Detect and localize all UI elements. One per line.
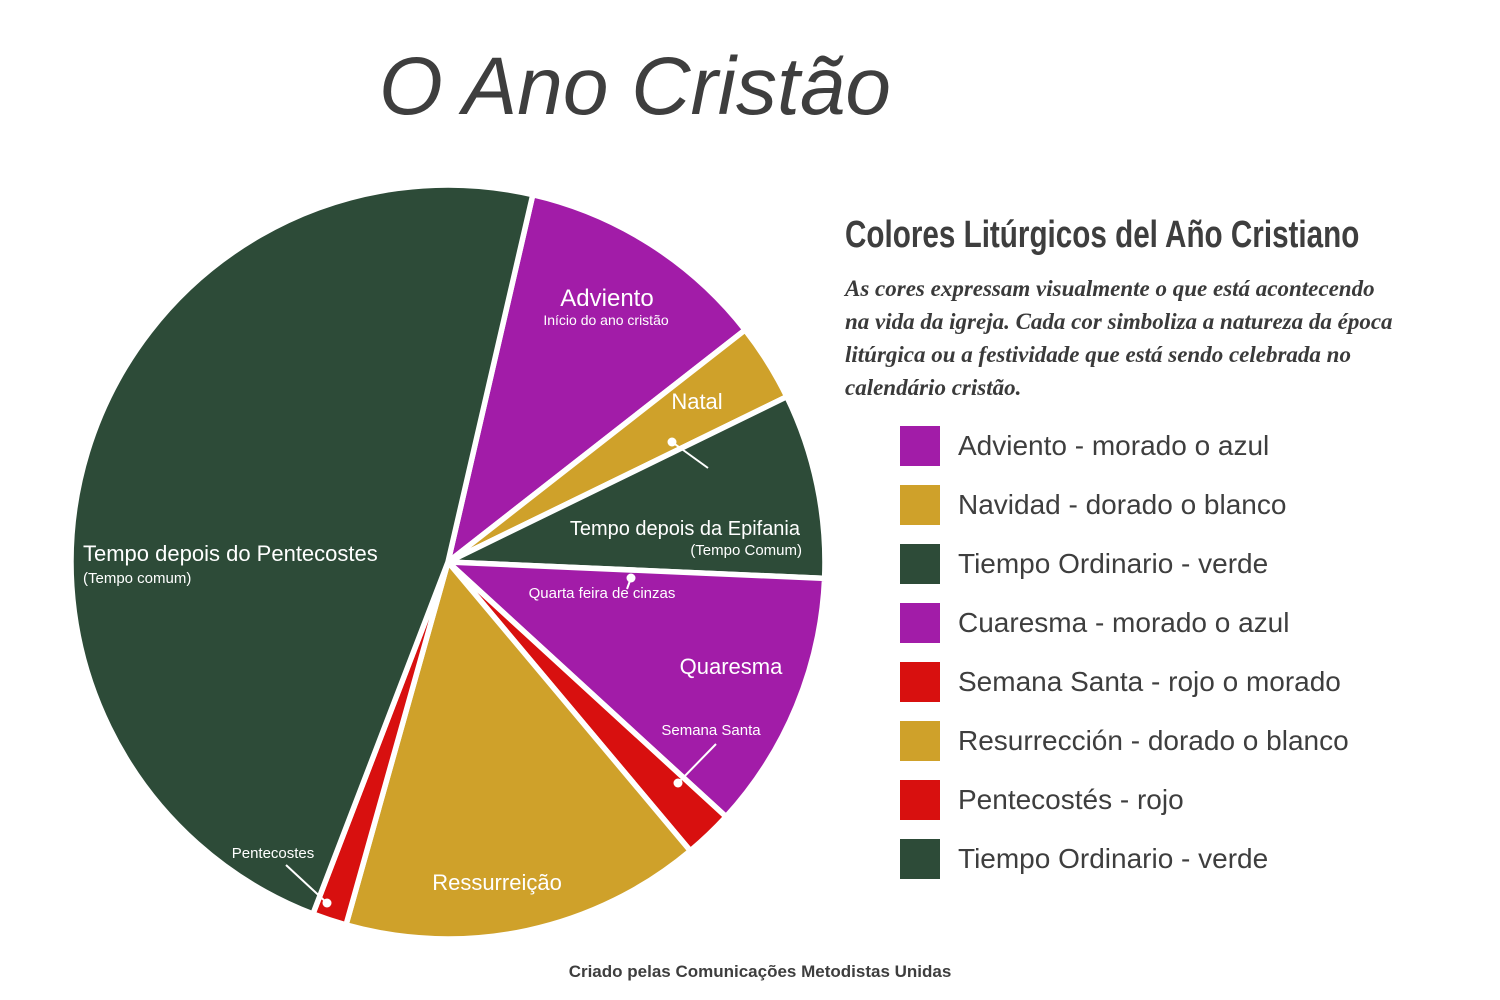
legend-label: Cuaresma - morado o azul [958, 607, 1290, 638]
legend-label: Semana Santa - rojo o morado [958, 666, 1341, 697]
legend-item-adviento: Adviento - morado o azul [900, 426, 1349, 466]
quarta-feira-de-cinzas-marker-dot [626, 573, 636, 583]
legend-description: As cores expressam visualmente o que est… [845, 272, 1485, 404]
legend-item-resurreccion: Resurrección - dorado o blanco [900, 721, 1349, 761]
page-title: O Ano Cristão [379, 41, 891, 132]
pie-segment-tempo-depois-do-pentecostes [68, 182, 537, 918]
pie-segment-quaresma [440, 558, 828, 821]
legend-swatch-tiempo-ordinario-2 [900, 839, 940, 879]
natal-pin-marker-dot [667, 437, 677, 447]
legend-heading: Colores Litúrgicos del Año Cristiano [845, 214, 1495, 257]
pentecostes-pin-leader-line [285, 864, 328, 904]
legend-label: Navidad - dorado o blanco [958, 489, 1287, 520]
legend-item-tiempo-ordinario-1: Tiempo Ordinario - verde [900, 544, 1349, 584]
legend-label: Adviento - morado o azul [958, 430, 1270, 461]
semana-santa-pin-marker-dot [673, 778, 683, 788]
legend-description-line: na vida da igreja. Cada cor simboliza a … [845, 309, 1393, 334]
legend-item-cuaresma: Cuaresma - morado o azul [900, 603, 1349, 643]
legend-swatch-semana-santa [900, 662, 940, 702]
legend-label: Pentecostés - rojo [958, 784, 1184, 815]
natal-pin-leader-line [671, 441, 709, 469]
legend-label: Resurrección - dorado o blanco [958, 725, 1349, 756]
pie-segment-ressurreicao [342, 556, 695, 942]
legend-item-navidad: Navidad - dorado o blanco [900, 485, 1349, 525]
pie-segment-tempo-depois-da-epifania [446, 393, 828, 582]
pentecostes-pin-marker-dot [322, 898, 332, 908]
legend-swatch-cuaresma [900, 603, 940, 643]
legend-swatch-resurreccion [900, 721, 940, 761]
credit-line: Criado pelas Comunicações Metodistas Uni… [568, 962, 952, 981]
legend-swatch-pentecostes [900, 780, 940, 820]
legend-heading-text: Colores Litúrgicos del Año Cristiano [845, 214, 1360, 256]
pie-segment-adviento [443, 191, 749, 569]
legend-description-line: litúrgica ou a festividade que está send… [845, 342, 1351, 367]
legend-item-semana-santa: Semana Santa - rojo o morado [900, 662, 1349, 702]
legend-swatch-adviento [900, 426, 940, 466]
legend-swatch-tiempo-ordinario-1 [900, 544, 940, 584]
legend-item-tiempo-ordinario-2: Tiempo Ordinario - verde [900, 839, 1349, 879]
legend-description-line: calendário cristão. [845, 375, 1022, 400]
color-legend: Adviento - morado o azul Navidad - dorad… [900, 426, 1349, 898]
legend-swatch-navidad [900, 485, 940, 525]
legend-label: Tiempo Ordinario - verde [958, 548, 1269, 579]
legend-item-pentecostes: Pentecostés - rojo [900, 780, 1349, 820]
legend-label: Tiempo Ordinario - verde [958, 843, 1269, 874]
legend-description-line: As cores expressam visualmente o que est… [845, 276, 1375, 301]
semana-santa-pin-leader-line [677, 743, 717, 784]
